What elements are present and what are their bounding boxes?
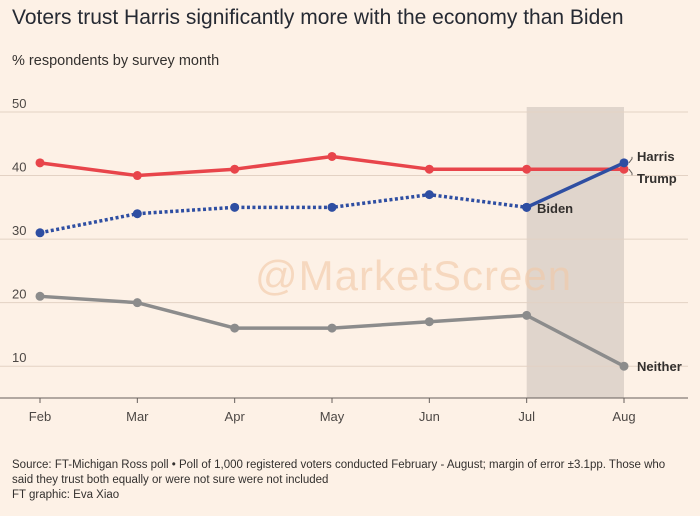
neither-point-may — [327, 323, 337, 333]
harris-series-label: Harris — [637, 149, 675, 164]
neither-point-mar — [132, 298, 142, 308]
biden-line — [39, 192, 527, 235]
x-tick-label-feb: Feb — [29, 409, 51, 424]
chart-title: Voters trust Harris significantly more w… — [12, 6, 624, 29]
harris-label-connector — [628, 156, 633, 164]
biden-point-mar — [132, 209, 142, 219]
neither-series-label: Neither — [637, 359, 682, 374]
biden-point-jun — [424, 190, 434, 200]
biden-series-label: Biden — [537, 201, 573, 216]
y-tick-label-30: 30 — [12, 223, 26, 238]
harris-point-jul — [522, 202, 532, 212]
trump-point-may — [327, 151, 337, 161]
neither-point-jun — [424, 317, 434, 327]
y-tick-label-50: 50 — [12, 96, 26, 111]
trump-point-aug — [619, 164, 629, 174]
y-tick-label-20: 20 — [12, 287, 26, 302]
chart-source: Source: FT-Michigan Ross poll • Poll of … — [12, 458, 688, 503]
trump-point-mar — [132, 171, 142, 181]
trump-point-feb — [35, 158, 45, 168]
neither-point-jul — [522, 310, 532, 320]
x-tick-label-jul: Jul — [518, 409, 535, 424]
neither-point-feb — [35, 291, 45, 301]
chart-subtitle: % respondents by survey month — [12, 53, 220, 69]
x-tick-label-jun: Jun — [419, 409, 440, 424]
trump-point-jun — [424, 164, 434, 174]
biden-point-feb — [35, 228, 45, 238]
trump-series-label: Trump — [637, 171, 677, 186]
watermark-text: @MarketScreen — [255, 252, 572, 299]
harris-line — [525, 161, 625, 209]
trump-point-jul — [522, 164, 532, 174]
neither-point-apr — [230, 323, 240, 333]
x-tick-label-aug: Aug — [612, 409, 635, 424]
highlight-band — [526, 107, 624, 398]
biden-point-may — [327, 202, 337, 212]
source-note: Source: FT-Michigan Ross poll • Poll of … — [12, 459, 666, 486]
biden-point-apr — [230, 202, 240, 212]
line-chart: 10 20 30 40 50 Feb Mar Apr May Jun Jul Aug @MarketSc… — [0, 96, 688, 424]
x-tick-label-apr: Apr — [225, 409, 246, 424]
trump-label-connector — [628, 168, 633, 176]
y-tick-label-40: 40 — [12, 160, 26, 175]
x-tick-label-mar: Mar — [126, 409, 149, 424]
neither-point-aug — [619, 361, 629, 371]
y-tick-label-10: 10 — [12, 350, 26, 365]
graphic-credit: FT graphic: Eva Xiao — [12, 489, 120, 501]
harris-point-aug — [619, 158, 629, 168]
trump-point-apr — [230, 164, 240, 174]
x-tick-label-may: May — [320, 409, 345, 424]
